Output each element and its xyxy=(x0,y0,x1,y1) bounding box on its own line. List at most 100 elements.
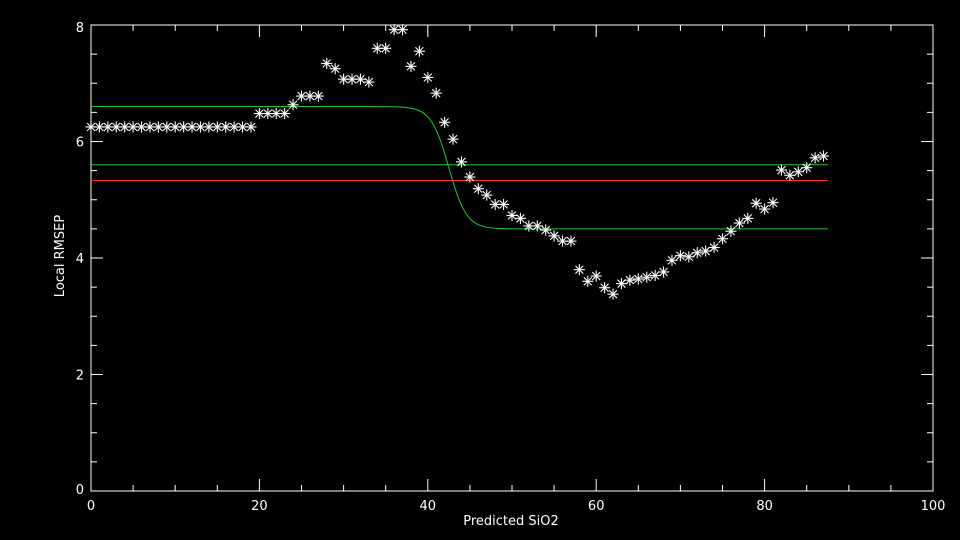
asterisk-stroke xyxy=(473,184,483,194)
data-point xyxy=(624,274,636,286)
data-point xyxy=(338,73,350,85)
asterisk-stroke xyxy=(465,172,475,182)
data-point xyxy=(329,63,341,75)
data-point xyxy=(203,121,215,133)
data-point xyxy=(683,251,695,263)
asterisk-stroke xyxy=(541,225,551,235)
asterisk-stroke xyxy=(709,243,719,252)
x-tick-label: 40 xyxy=(420,499,437,514)
data-point xyxy=(447,133,459,145)
y-tick-label: 0 xyxy=(76,483,84,498)
y-tick-label: 2 xyxy=(76,369,84,384)
asterisk-stroke xyxy=(423,73,433,82)
data-point xyxy=(801,162,813,174)
data-point xyxy=(666,254,678,266)
asterisk-stroke xyxy=(389,25,399,34)
data-point xyxy=(430,87,442,99)
data-point xyxy=(599,282,611,294)
data-point xyxy=(127,121,139,133)
asterisk-stroke xyxy=(802,163,812,173)
data-point xyxy=(658,266,670,278)
axis-labels: Predicted SiO2 Local RMSEP xyxy=(53,215,559,529)
data-point xyxy=(439,116,451,128)
data-point xyxy=(767,197,779,209)
data-point xyxy=(220,121,232,133)
asterisk-stroke xyxy=(120,122,130,132)
asterisk-stroke xyxy=(600,283,609,293)
asterisk-stroke xyxy=(297,91,306,101)
asterisk-stroke xyxy=(103,122,113,132)
asterisk-stroke xyxy=(810,153,820,163)
asterisk-stroke xyxy=(314,91,323,101)
asterisk-stroke xyxy=(347,74,357,84)
asterisk-stroke xyxy=(364,77,374,87)
asterisk-stroke xyxy=(204,122,214,132)
asterisk-stroke xyxy=(692,248,702,258)
asterisk-stroke xyxy=(735,218,744,228)
asterisk-stroke xyxy=(659,267,668,277)
data-point xyxy=(464,171,476,183)
data-point xyxy=(85,121,97,133)
data-point xyxy=(775,164,787,176)
data-point xyxy=(809,152,821,164)
data-point xyxy=(455,156,468,168)
asterisk-stroke xyxy=(280,109,289,118)
asterisk-stroke xyxy=(499,200,508,209)
data-point xyxy=(287,99,299,111)
asterisk-stroke xyxy=(154,122,163,132)
asterisk-stroke xyxy=(768,198,778,207)
asterisk-stroke xyxy=(179,122,188,132)
asterisk-stroke xyxy=(457,157,466,167)
asterisk-stroke xyxy=(751,198,761,208)
data-point xyxy=(641,271,653,283)
asterisk-stroke xyxy=(246,122,256,132)
data-point xyxy=(506,209,518,222)
asterisk-stroke xyxy=(406,62,416,71)
asterisk-stroke xyxy=(558,236,567,246)
asterisk-stroke xyxy=(212,122,222,132)
data-point xyxy=(607,288,619,300)
data-point xyxy=(548,230,560,242)
data-point xyxy=(413,45,425,57)
asterisk-stroke xyxy=(490,200,500,209)
data-point xyxy=(759,203,771,215)
data-point xyxy=(135,121,148,133)
asterisk-stroke xyxy=(667,256,677,265)
data-point xyxy=(817,150,830,162)
asterisk-stroke xyxy=(532,221,542,231)
asterisk-stroke xyxy=(95,122,104,132)
asterisk-stroke xyxy=(743,214,753,223)
asterisk-stroke xyxy=(760,204,769,214)
data-point xyxy=(708,241,720,254)
asterisk-stroke xyxy=(339,74,348,84)
asterisk-stroke xyxy=(566,236,576,246)
asterisk-stroke xyxy=(583,276,593,286)
asterisk-stroke xyxy=(676,251,685,260)
asterisk-stroke xyxy=(221,122,231,132)
asterisk-stroke xyxy=(684,252,694,262)
asterisk-stroke xyxy=(431,88,441,98)
asterisk-stroke xyxy=(111,122,121,132)
asterisk-stroke xyxy=(288,100,298,110)
asterisk-stroke xyxy=(229,122,239,132)
asterisk-stroke xyxy=(793,167,803,177)
asterisk-stroke xyxy=(137,122,146,132)
asterisk-stroke xyxy=(381,43,391,53)
x-tick-label: 0 xyxy=(87,499,95,514)
sigmoid-fit-line xyxy=(91,106,828,230)
asterisk-stroke xyxy=(398,25,407,34)
data-point xyxy=(237,121,249,133)
asterisk-stroke xyxy=(549,231,559,241)
data-point xyxy=(649,269,661,282)
asterisk-stroke xyxy=(633,274,643,284)
asterisk-stroke xyxy=(196,122,205,132)
data-point xyxy=(253,107,265,120)
data-point xyxy=(279,107,291,120)
data-point xyxy=(178,121,190,133)
asterisk-stroke xyxy=(238,122,247,132)
data-point xyxy=(380,42,392,54)
asterisk-stroke xyxy=(128,122,138,132)
data-point xyxy=(405,60,417,72)
asterisk-stroke xyxy=(482,190,492,200)
asterisk-stroke xyxy=(785,170,795,180)
